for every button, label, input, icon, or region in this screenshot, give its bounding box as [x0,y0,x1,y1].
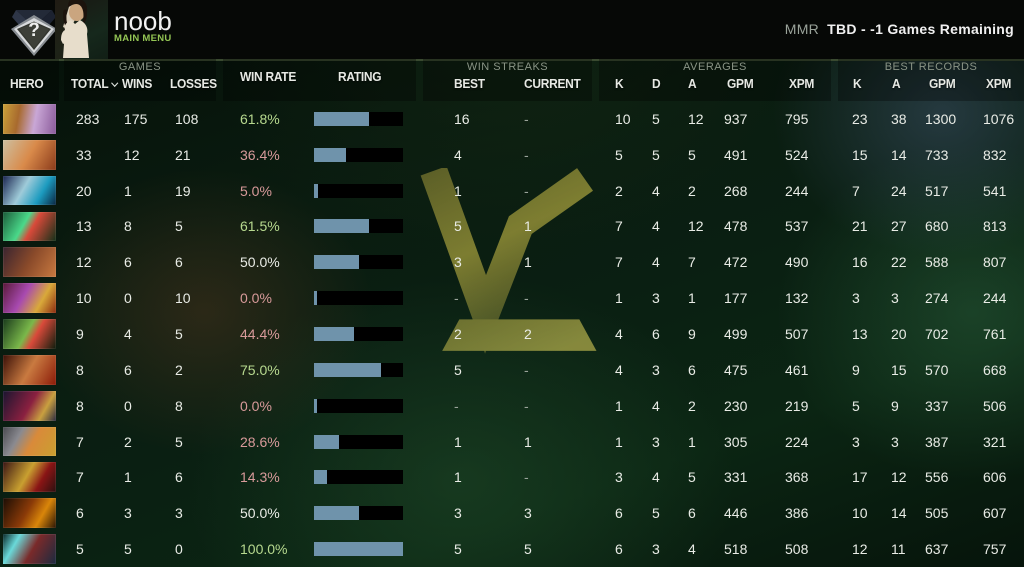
svg-text:?: ? [28,20,40,41]
